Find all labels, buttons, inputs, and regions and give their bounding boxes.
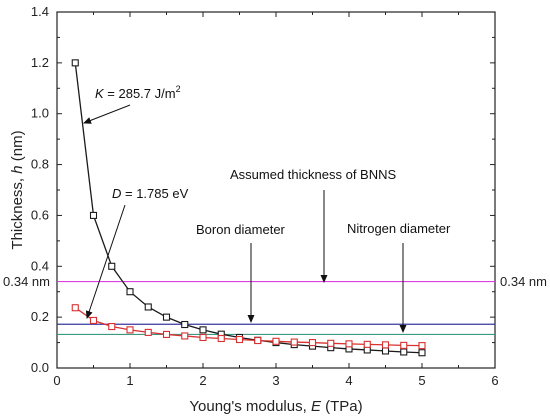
- y-axis-title: Thickness, h (nm): [9, 130, 26, 249]
- nitrogen-annotation: Nitrogen diameter: [347, 221, 451, 236]
- series-1-point-13: [308, 339, 317, 347]
- x-axis-title: Young's modulus, E (TPa): [189, 398, 362, 415]
- k-annotation: K = 285.7 J/m2: [95, 84, 181, 101]
- hline-label-left: 0.34 nm: [3, 274, 50, 289]
- series-0-point-4: [144, 303, 152, 311]
- bnns-annotation: Assumed thickness of BNNS: [230, 167, 397, 182]
- x-tick-label-2: 2: [199, 373, 206, 388]
- series-1-point-18: [400, 341, 408, 349]
- y-tick-label-0: 0.0: [31, 360, 49, 375]
- series-0-point-2: [108, 262, 116, 270]
- y-tick-label-4: 0.8: [31, 157, 49, 172]
- series-1-point-2: [108, 323, 116, 331]
- y-tick-label-6: 1.2: [31, 55, 49, 70]
- series-0-point-18: [400, 348, 408, 356]
- series-1-point-4: [144, 328, 152, 336]
- d-arrow: [85, 204, 126, 319]
- series-1-point-5: [162, 330, 171, 338]
- series-1-point-16: [363, 340, 371, 348]
- y-tick-label-7: 1.4: [31, 4, 49, 19]
- series-1-point-7: [199, 333, 207, 342]
- x-tick-label-3: 3: [272, 373, 279, 388]
- series-1-point-8: [217, 334, 225, 343]
- series-1-point-17: [381, 341, 390, 349]
- series-1-point-12: [290, 338, 298, 346]
- x-tick-label-4: 4: [345, 373, 352, 388]
- x-tick-label-1: 1: [126, 373, 133, 388]
- x-tick-label-5: 5: [418, 373, 425, 388]
- series-0-point-19: [418, 349, 426, 357]
- series-1-point-14: [327, 339, 335, 347]
- hline-label-right: 0.34 nm: [500, 274, 547, 289]
- series-1-point-3: [126, 326, 134, 334]
- series-0-point-3: [126, 288, 134, 296]
- y-tick-label-5: 1.0: [31, 106, 49, 121]
- x-tick-label-0: 0: [53, 373, 60, 388]
- y-tick-label-1: 0.2: [31, 309, 49, 324]
- series-0-point-5: [162, 313, 171, 321]
- series-0-point-6: [181, 320, 189, 329]
- boron-annotation: Boron diameter: [196, 222, 286, 237]
- series-1-point-9: [235, 335, 244, 344]
- series-1-point-1: [89, 316, 98, 324]
- x-tick-label-6: 6: [491, 373, 498, 388]
- d-annotation: D = 1.785 eV: [112, 186, 189, 201]
- series-0-point-0: [71, 59, 79, 67]
- y-tick-label-2: 0.4: [31, 258, 49, 273]
- k-arrow: [83, 104, 131, 124]
- series-0-point-7: [199, 326, 207, 334]
- series-0-point-17: [381, 347, 390, 355]
- series-1-point-6: [181, 332, 189, 340]
- y-tick-label-3: 0.6: [31, 207, 49, 222]
- series-1-point-11: [272, 337, 280, 345]
- series-0-point-1: [89, 211, 98, 219]
- series-1-point-19: [418, 342, 426, 350]
- series-1-point-0: [71, 304, 79, 312]
- series-1-point-15: [345, 340, 353, 348]
- series-1-point-10: [254, 336, 262, 345]
